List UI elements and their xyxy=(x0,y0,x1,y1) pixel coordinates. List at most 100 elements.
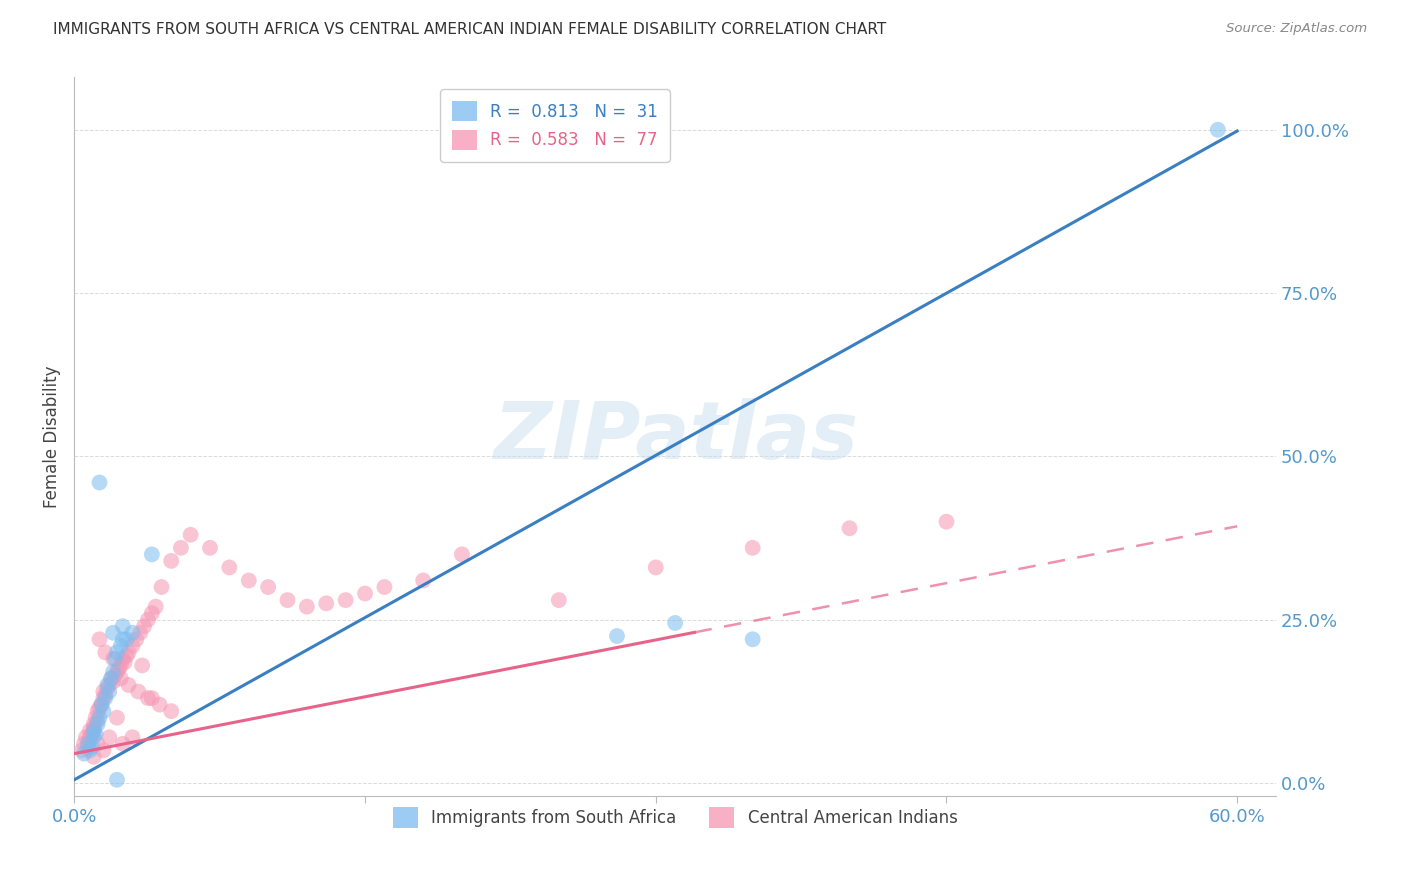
Point xyxy=(84,727,107,741)
Point xyxy=(117,678,139,692)
Point xyxy=(136,691,159,706)
Point xyxy=(98,731,121,745)
Text: ZIPatlas: ZIPatlas xyxy=(492,398,858,475)
Point xyxy=(93,704,115,718)
Point xyxy=(121,639,143,653)
Point xyxy=(83,750,105,764)
Point xyxy=(664,615,686,630)
Point xyxy=(111,737,134,751)
Point xyxy=(125,632,148,647)
Point xyxy=(132,619,155,633)
Point xyxy=(89,475,111,490)
Point xyxy=(93,743,115,757)
Point xyxy=(238,574,260,588)
Point xyxy=(127,684,149,698)
Point xyxy=(105,772,128,787)
Point xyxy=(86,717,108,731)
Point xyxy=(73,747,96,761)
Point xyxy=(94,688,117,702)
Point xyxy=(83,717,105,731)
Point xyxy=(741,632,763,647)
Point xyxy=(257,580,280,594)
Point xyxy=(170,541,193,555)
Point xyxy=(121,625,143,640)
Text: Source: ZipAtlas.com: Source: ZipAtlas.com xyxy=(1226,22,1367,36)
Point xyxy=(335,593,357,607)
Point xyxy=(70,743,93,757)
Point xyxy=(606,629,628,643)
Point xyxy=(101,665,124,679)
Point xyxy=(276,593,298,607)
Point xyxy=(129,625,152,640)
Point xyxy=(84,711,107,725)
Point xyxy=(111,619,134,633)
Point xyxy=(83,723,105,738)
Point xyxy=(373,580,395,594)
Point xyxy=(198,541,221,555)
Point xyxy=(104,668,127,682)
Point xyxy=(100,672,122,686)
Y-axis label: Female Disability: Female Disability xyxy=(44,366,60,508)
Point xyxy=(105,711,128,725)
Point xyxy=(94,691,117,706)
Point xyxy=(117,645,139,659)
Point xyxy=(838,521,860,535)
Point xyxy=(141,606,163,620)
Point xyxy=(644,560,666,574)
Point xyxy=(160,554,183,568)
Point xyxy=(111,632,134,647)
Point xyxy=(145,599,167,614)
Point xyxy=(141,547,163,561)
Point xyxy=(412,574,434,588)
Point xyxy=(105,645,128,659)
Point xyxy=(101,652,124,666)
Point xyxy=(114,655,136,669)
Point xyxy=(89,701,111,715)
Point xyxy=(149,698,172,712)
Point xyxy=(547,593,569,607)
Point xyxy=(83,731,105,745)
Point xyxy=(94,645,117,659)
Point xyxy=(90,698,112,712)
Point xyxy=(101,674,124,689)
Point xyxy=(115,648,138,663)
Point xyxy=(93,691,115,706)
Point xyxy=(90,698,112,712)
Point xyxy=(110,639,132,653)
Point xyxy=(79,731,101,745)
Point xyxy=(160,704,183,718)
Point xyxy=(86,704,108,718)
Point xyxy=(75,731,97,745)
Point xyxy=(100,672,122,686)
Point xyxy=(89,632,111,647)
Point xyxy=(315,596,337,610)
Point xyxy=(110,658,132,673)
Point xyxy=(83,721,105,735)
Point xyxy=(86,737,108,751)
Point xyxy=(111,652,134,666)
Point xyxy=(89,711,111,725)
Point xyxy=(101,625,124,640)
Point xyxy=(295,599,318,614)
Point xyxy=(108,662,131,676)
Point xyxy=(136,613,159,627)
Point xyxy=(1206,122,1229,136)
Point xyxy=(105,665,128,679)
Point xyxy=(741,541,763,555)
Point xyxy=(141,691,163,706)
Point xyxy=(110,672,132,686)
Point xyxy=(98,678,121,692)
Point xyxy=(77,740,100,755)
Point xyxy=(80,727,103,741)
Point xyxy=(354,586,377,600)
Point xyxy=(131,658,153,673)
Point xyxy=(83,723,105,738)
Legend: Immigrants from South Africa, Central American Indians: Immigrants from South Africa, Central Am… xyxy=(385,801,965,835)
Point xyxy=(86,714,108,728)
Point xyxy=(93,684,115,698)
Point xyxy=(77,737,100,751)
Point xyxy=(79,743,101,757)
Point xyxy=(180,528,202,542)
Point xyxy=(115,632,138,647)
Point xyxy=(121,731,143,745)
